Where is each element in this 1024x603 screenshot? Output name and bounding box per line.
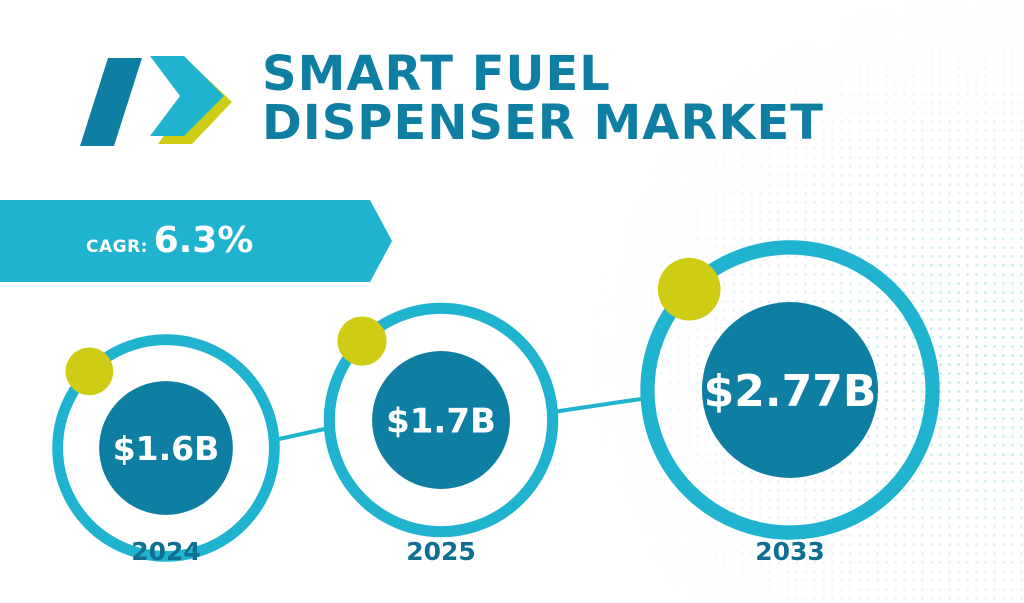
title-line-2: DISPENSER MARKET [262, 95, 825, 151]
year-label: 2033 [755, 537, 825, 566]
cagr-value: 6.3% [153, 220, 254, 261]
brand-logo [80, 56, 232, 146]
bubble-ring [323, 302, 559, 538]
connector-line [552, 396, 648, 414]
bubble-value-label: $1.7B [386, 401, 496, 441]
title-line-1: SMART FUEL [262, 46, 611, 102]
bubble-accent-dot [337, 316, 387, 366]
page-title: SMART FUEL DISPENSER MARKET [262, 50, 824, 148]
bubble-value-circle [702, 302, 878, 478]
bubble-value-label: $2.77B [704, 366, 877, 417]
bubble-accent-dot [65, 347, 114, 396]
connector-line [273, 426, 330, 442]
bubble-accent-dot [657, 257, 721, 321]
bubble-value-circle [99, 381, 233, 515]
cagr-banner [0, 200, 392, 282]
year-label: 2025 [406, 537, 476, 566]
year-label: 2024 [131, 537, 201, 566]
bubble-ring [52, 334, 280, 562]
bubble-value-label: $1.6B [113, 429, 220, 468]
bubble-value-circle [372, 351, 510, 489]
cagr-text: CAGR: 6.3% [86, 220, 253, 261]
cagr-label: CAGR: [86, 237, 148, 257]
bubble-ring [640, 240, 940, 540]
